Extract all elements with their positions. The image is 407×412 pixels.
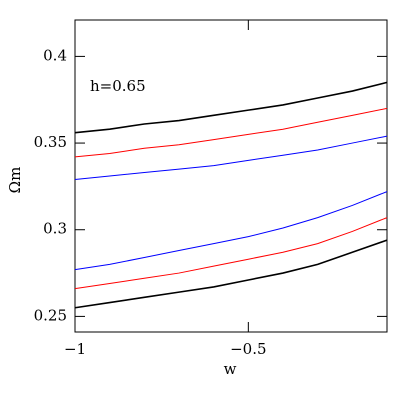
- y-tick-label: 0.25: [34, 306, 67, 324]
- series-line: [74, 191, 388, 271]
- x-tick-label: −0.5: [230, 340, 266, 358]
- series-line: [74, 239, 388, 309]
- series-line: [74, 81, 388, 134]
- x-axis-label: w: [224, 360, 237, 378]
- annotation: h=0.65: [90, 77, 146, 95]
- y-tick-label: 0.4: [43, 46, 67, 64]
- x-tick-label: −1: [64, 340, 86, 358]
- y-tick-label: 0.3: [43, 220, 67, 238]
- y-axis-label: Ωm: [6, 167, 24, 194]
- series-line: [74, 217, 388, 290]
- series-line: [74, 107, 388, 158]
- y-tick-label: 0.35: [34, 133, 67, 151]
- plot-frame: [74, 19, 388, 333]
- series-line: [74, 135, 388, 180]
